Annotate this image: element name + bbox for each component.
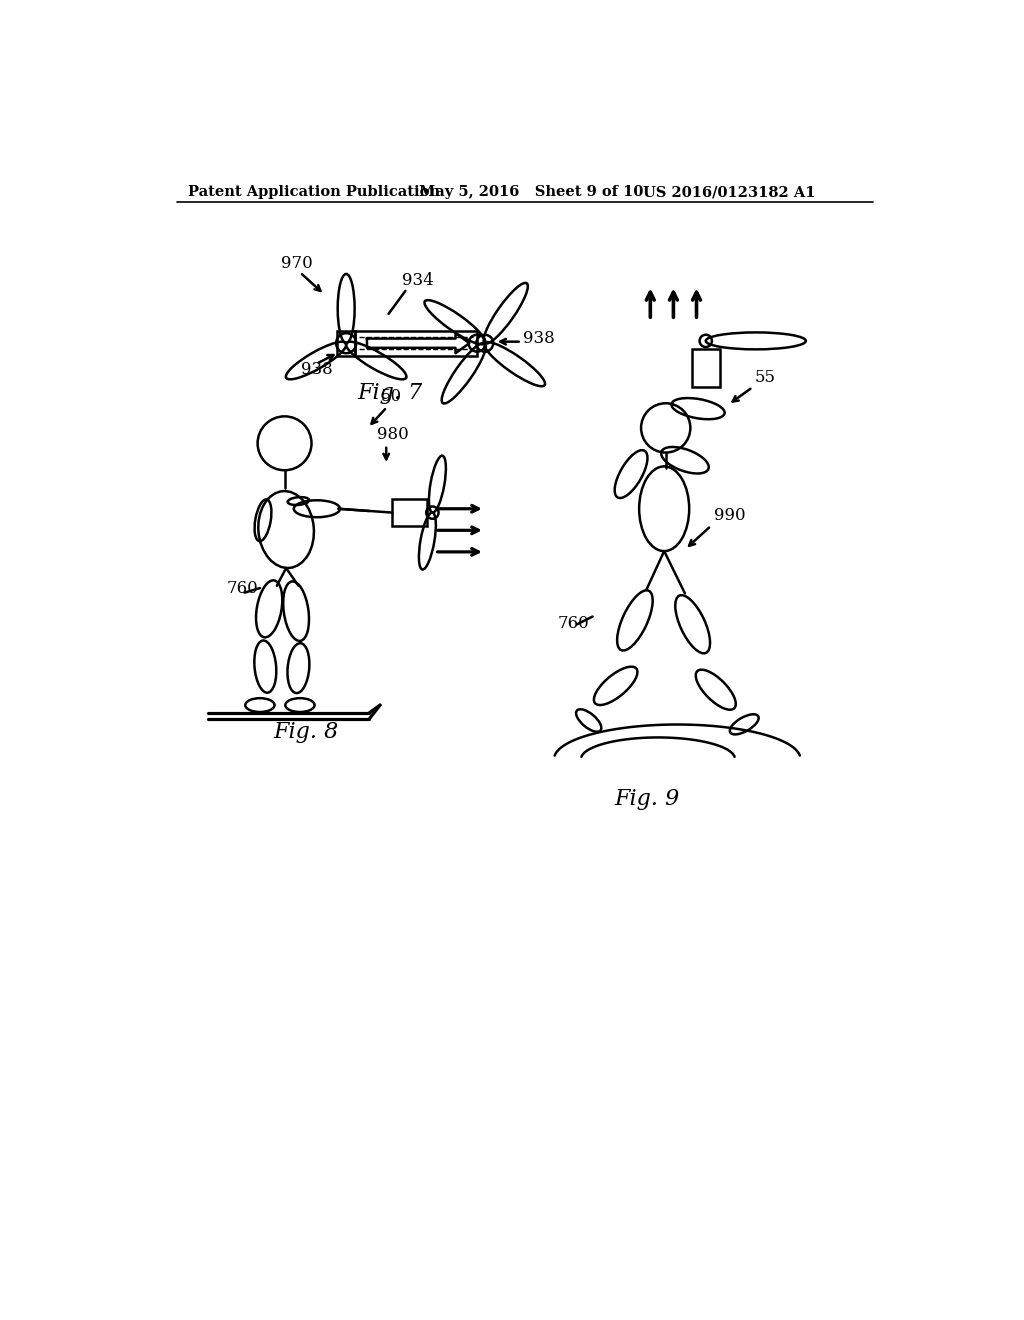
Bar	[392, 499, 427, 527]
Text: Fig. 8: Fig. 8	[273, 721, 338, 743]
Bar	[692, 348, 720, 387]
Bar	[355, 331, 477, 355]
Text: 938: 938	[301, 360, 333, 378]
Text: Patent Application Publication: Patent Application Publication	[188, 185, 440, 199]
Text: 934: 934	[402, 272, 434, 289]
Text: 970: 970	[282, 255, 313, 272]
Text: 990: 990	[714, 507, 745, 524]
Text: 50: 50	[381, 388, 402, 405]
Text: US 2016/0123182 A1: US 2016/0123182 A1	[643, 185, 815, 199]
Bar	[337, 331, 355, 355]
Text: 938: 938	[523, 330, 555, 347]
Text: 55: 55	[755, 368, 775, 385]
Text: 760: 760	[226, 581, 258, 598]
Text: 760: 760	[558, 615, 590, 632]
Text: May 5, 2016   Sheet 9 of 10: May 5, 2016 Sheet 9 of 10	[419, 185, 644, 199]
Text: Fig. 9: Fig. 9	[614, 788, 679, 810]
Text: 980: 980	[377, 426, 409, 444]
Text: Fig. 7: Fig. 7	[357, 381, 423, 404]
